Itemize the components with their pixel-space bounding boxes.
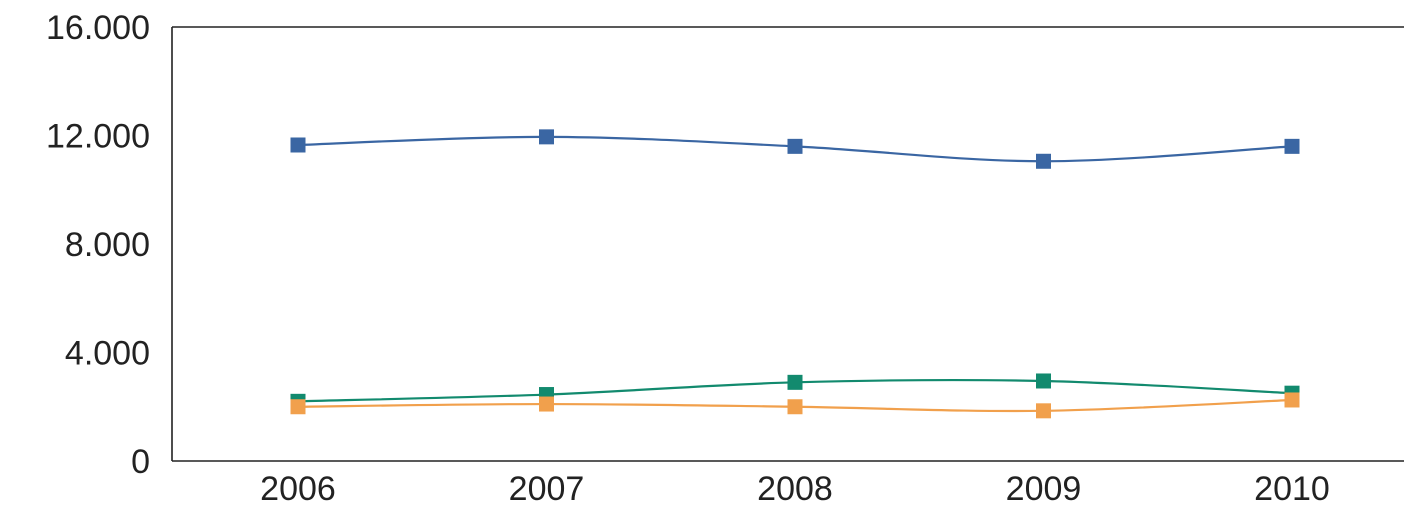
y-tick-label: 16.000 <box>46 9 150 47</box>
y-tick-label: 12.000 <box>46 118 150 156</box>
series-1-point <box>1284 138 1300 154</box>
series-1-point <box>290 137 306 153</box>
x-tick-label: 2009 <box>1006 470 1082 507</box>
series-3-point <box>1036 403 1051 419</box>
y-tick-label: 8.000 <box>65 226 150 264</box>
series-3-point <box>290 399 306 415</box>
x-axis-tick-labels: 2006 2007 2008 2009 2010 <box>260 470 1330 507</box>
series-3-point <box>787 399 803 415</box>
y-tick-label: 0 <box>131 443 150 481</box>
series-3-point <box>1284 392 1300 408</box>
x-tick-label: 2008 <box>757 470 833 507</box>
plot-frame <box>171 26 1404 462</box>
x-tick-label: 2006 <box>260 470 336 507</box>
series-3-point <box>539 396 554 412</box>
x-tick-label: 2007 <box>509 470 585 507</box>
series-1-point <box>787 138 803 154</box>
series-lines <box>297 135 1293 413</box>
series-1-point <box>539 129 554 145</box>
series-1-point <box>1036 153 1051 169</box>
x-tick-label: 2010 <box>1254 470 1330 507</box>
series-2-point <box>1036 373 1051 389</box>
series-2-point <box>787 374 803 390</box>
y-tick-label: 4.000 <box>65 335 150 373</box>
y-axis-tick-labels: 0 4.000 8.000 12.000 16.000 <box>46 9 150 481</box>
series-points <box>290 129 1300 419</box>
